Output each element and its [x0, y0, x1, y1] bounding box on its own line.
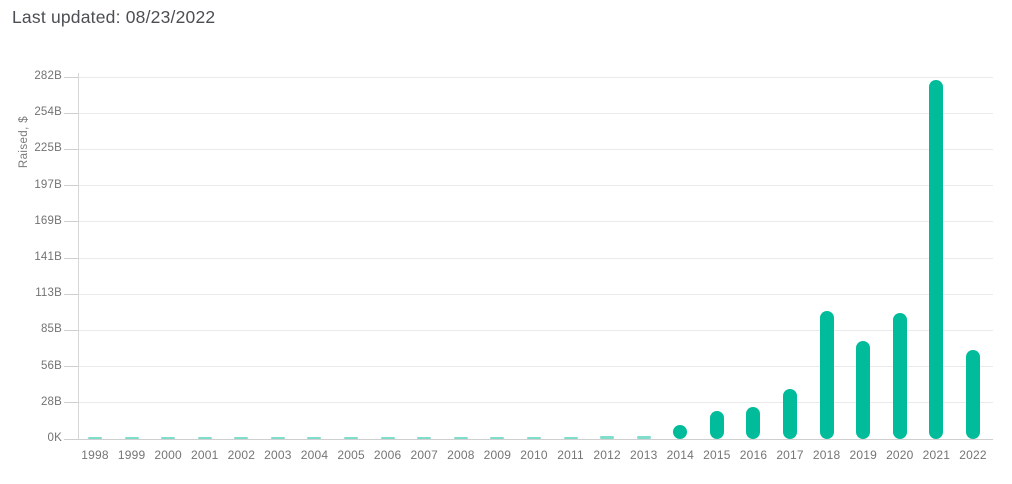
x-axis-label-2011: 2011	[557, 448, 584, 462]
bar-2018[interactable]	[819, 310, 834, 439]
x-axis-label-2015: 2015	[703, 448, 731, 462]
x-axis-label-2018: 2018	[812, 448, 841, 462]
x-axis-label-2002: 2002	[227, 448, 256, 462]
bar-2002[interactable]	[234, 436, 249, 439]
bar-2014[interactable]	[673, 424, 688, 439]
bar-2016[interactable]	[746, 406, 761, 439]
y-axis-line	[78, 73, 79, 439]
bar-2015[interactable]	[709, 410, 724, 439]
y-axis-tick-label: 254B	[34, 106, 62, 119]
bar-2012[interactable]	[600, 436, 615, 439]
x-axis-label-2010: 2010	[520, 448, 548, 462]
x-axis-label-2021: 2021	[922, 448, 951, 462]
x-axis-label-2016: 2016	[739, 448, 768, 462]
bar-2006[interactable]	[380, 436, 395, 439]
x-axis-label-2012: 2012	[593, 448, 621, 462]
y-axis-tick	[64, 185, 78, 187]
x-axis-label-2017: 2017	[776, 448, 804, 462]
y-axis-tick-label: 56B	[40, 359, 62, 372]
gridline	[78, 112, 993, 114]
bar-2022[interactable]	[965, 350, 980, 439]
x-axis-label-2009: 2009	[483, 448, 512, 462]
y-axis-tick-label: 141B	[34, 251, 62, 263]
gridline	[78, 257, 993, 259]
bar-1999[interactable]	[124, 436, 139, 439]
x-axis-label-2013: 2013	[629, 448, 658, 462]
y-axis-tick	[64, 293, 78, 295]
gridline	[78, 148, 993, 150]
x-axis-label-2019: 2019	[849, 448, 877, 462]
gridline	[78, 221, 993, 223]
y-axis-tick-label: 85B	[40, 323, 62, 336]
y-axis-tick-label: 0K	[47, 432, 62, 444]
y-axis-tick	[64, 257, 78, 259]
x-axis-label-1999: 1999	[117, 448, 146, 462]
bar-2004[interactable]	[307, 436, 322, 439]
y-axis-tick-label: 282B	[34, 70, 62, 82]
y-axis-tick-label: 197B	[34, 178, 62, 191]
bar-2007[interactable]	[417, 436, 432, 439]
y-axis-tick	[64, 112, 78, 114]
gridline	[78, 293, 993, 295]
y-axis-tick	[64, 438, 78, 440]
y-axis-tick	[64, 221, 78, 223]
bar-2020[interactable]	[892, 313, 907, 439]
y-axis-tick	[64, 402, 78, 404]
bar-2000[interactable]	[161, 436, 176, 439]
last-updated-label: Last updated: 08/23/2022	[12, 7, 216, 27]
x-axis-label-2000: 2000	[154, 448, 182, 462]
bar-2001[interactable]	[197, 436, 212, 439]
bar-2003[interactable]	[270, 436, 285, 439]
x-axis-label-2006: 2006	[373, 448, 402, 462]
y-axis-tick	[64, 329, 78, 331]
bar-2008[interactable]	[453, 436, 468, 439]
bar-2010[interactable]	[526, 436, 541, 439]
x-axis-label-2022: 2022	[959, 448, 987, 462]
gridline	[78, 185, 993, 187]
x-axis-label-2005: 2005	[337, 448, 365, 462]
y-axis-tick	[64, 76, 78, 78]
bar-2021[interactable]	[929, 79, 944, 439]
x-axis-label-2007: 2007	[410, 448, 438, 462]
gridline	[78, 76, 993, 78]
bar-2017[interactable]	[783, 388, 798, 439]
bar-1998[interactable]	[88, 436, 102, 439]
x-axis-label-2001: 2001	[190, 448, 219, 462]
bar-2019[interactable]	[856, 341, 871, 439]
gridline	[78, 366, 993, 368]
x-axis-label-2003: 2003	[264, 448, 292, 462]
bar-2009[interactable]	[490, 436, 505, 439]
bar-2005[interactable]	[344, 436, 359, 439]
bar-2011[interactable]	[563, 436, 578, 439]
y-axis-tick-label: 169B	[34, 214, 62, 227]
x-axis-label-2014: 2014	[666, 448, 695, 462]
gridline	[78, 329, 993, 331]
x-axis-line	[78, 438, 993, 440]
gridline	[78, 402, 993, 404]
y-axis-tick-label: 225B	[34, 142, 62, 155]
x-axis-label-2004: 2004	[300, 448, 329, 462]
x-axis-label-2020: 2020	[886, 448, 914, 462]
x-axis-label-2008: 2008	[447, 448, 475, 462]
x-axis-label-1998: 1998	[81, 448, 109, 462]
bar-2013[interactable]	[636, 436, 651, 439]
y-axis-tick-label: 113B	[35, 287, 62, 300]
y-axis-tick	[64, 148, 78, 150]
y-axis-tick	[64, 366, 78, 368]
y-axis-tick-label: 28B	[40, 395, 62, 408]
